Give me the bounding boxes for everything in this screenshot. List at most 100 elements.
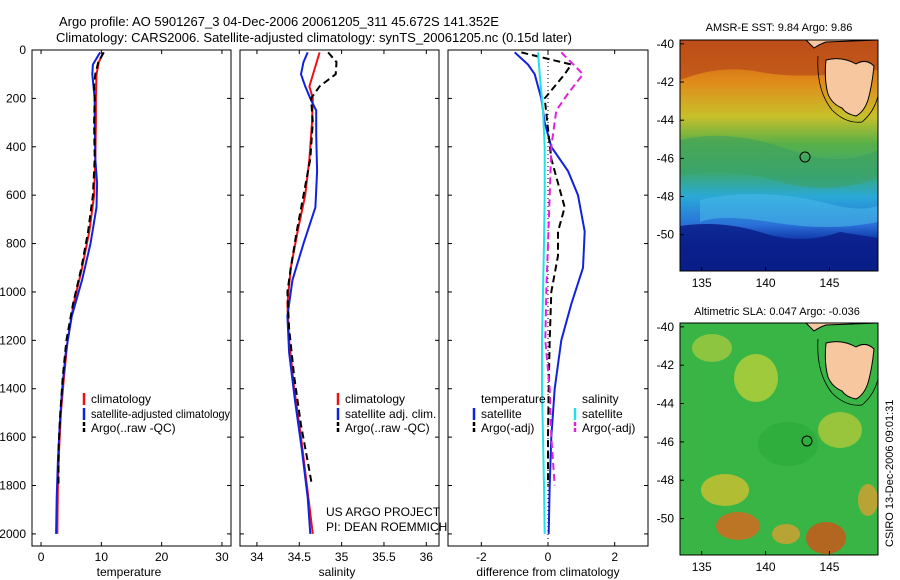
sla-float-marker [801,435,813,447]
difference-panel: -2 0 2 difference from climatology tempera… [447,49,649,579]
sst-map-frame [679,39,879,272]
sla-green-patch [758,422,818,466]
map-y-tick-label: -42 [657,75,675,89]
salinity-xticks: 34 34.5 35 35.5 36 [240,49,439,564]
map-x-tick-label: 145 [819,276,839,290]
map-y-tick-label: -46 [657,151,675,165]
series-line-argo-raw-qc [286,51,338,486]
y-tick-label: 800 [6,237,26,251]
series-line-argo-raw-qc [57,51,105,486]
x-tick-label: 35 [335,550,349,564]
map-y-tick-label: -40 [657,37,675,51]
y-tick-label: 400 [6,140,26,154]
y-tick-label: 600 [6,188,26,202]
sla-orange-patch [806,522,846,554]
salinity-xlabel: salinity [319,565,356,579]
sst-map-panel: AMSR-E SST: 9.84 Argo: 9.86 135 140 145 -40… [657,22,879,290]
temperature-yticks: 0 200 400 600 800 1000 1200 1400 1600 1800 2000 [0,43,26,541]
sla-map-title: Altimetric SLA: 0.047 Argo: -0.036 [694,306,860,318]
sla-yellow-patch [701,474,749,506]
x-tick-label: 10 [95,550,109,564]
mainland-coast [805,323,878,332]
salinity-axes-frame [239,49,440,547]
sla-orange-patch [772,524,800,544]
map-y-tick-label: -46 [657,435,675,449]
temperature-xlabel: temperature [97,565,162,579]
difference-xticks: -2 0 2 [448,49,648,564]
figure-title-line2: Climatology: CARS2006. Satellite-adjuste… [56,30,572,45]
map-x-tick-label: 140 [756,276,776,290]
sst-light-blue-patch [700,193,878,227]
sla-map-ticks: 135 140 145 -40 -42 -44 -46 -48 -50 [657,320,840,574]
x-tick-label: 35.5 [372,550,396,564]
x-tick-label: 34.5 [288,550,312,564]
map-x-tick-label: 135 [692,276,712,290]
salinity-legend: climatology satellite adj. clim. Argo(..… [336,392,436,435]
mainland-coast [805,40,878,49]
legend-label-satellite: satellite adj. clim. [345,407,436,421]
temperature-lines [55,51,105,534]
series-line-satellite-adj-clim [286,52,319,534]
map-y-tick-label: -50 [657,228,675,242]
x-tick-label: 20 [155,550,169,564]
difference-legend: temperature salinity satellite Argo(-adj… [472,392,635,435]
legend-label-sal-satellite: satellite [582,407,623,421]
temperature-xticks: 0 10 20 30 [32,49,231,564]
legend-label-temp-satellite: satellite [481,407,522,421]
legend-label-sal-argo: Argo(-adj) [582,421,635,435]
series-line-temperature-satellite [514,51,586,534]
x-tick-label: 30 [215,550,229,564]
map-y-tick-label: -50 [657,512,675,526]
sla-shelf-contour [817,338,878,406]
sla-map-frame [679,322,879,556]
tasmania-land [824,58,875,117]
temperature-panel: 0 200 400 600 800 1000 1200 1400 1600 1800 2000 0 1… [0,43,232,579]
map-y-tick-label: -48 [657,190,675,204]
difference-lines [514,51,586,534]
y-tick-label: 0 [19,43,26,57]
legend-header-salinity: salinity [582,392,619,406]
x-tick-label: 0 [545,550,552,564]
legend-label-argo: Argo(..raw -QC) [345,421,430,435]
y-tick-label: 2000 [0,527,26,541]
legend-label-satellite: satellite-adjusted climatology [91,407,230,421]
sst-map-title: AMSR-E SST: 9.84 Argo: 9.86 [706,22,853,34]
salinity-panel: 34 34.5 35 35.5 36 salinity climatology sate… [239,49,447,579]
map-x-tick-label: 135 [692,560,712,574]
y-tick-label: 200 [6,91,26,105]
sst-map-ticks: 135 140 145 -40 -42 -44 -46 -48 -50 [657,37,840,290]
tasmania-land [824,341,875,400]
pi-annotation: PI: DEAN ROEMMICH [326,520,447,534]
x-tick-label: 34 [250,550,264,564]
x-tick-label: -2 [476,550,487,564]
map-y-tick-label: -40 [657,320,675,334]
sla-yellow-patch [818,412,862,448]
temperature-axes-frame [31,49,232,547]
x-tick-label: 36 [420,550,434,564]
temperature-legend: climatology satellite-adjusted climatolo… [82,392,230,435]
sst-green-band [680,135,878,189]
csiro-timestamp: CSIRO 13-Dec-2006 09:01:31 [884,400,896,547]
sla-yellow-patch [692,334,732,362]
series-line-salinity-satellite [537,52,546,534]
salinity-lines [286,51,338,535]
map-x-tick-label: 145 [819,560,839,574]
legend-label-argo: Argo(..raw -QC) [91,421,176,435]
legend-label-climatology: climatology [91,392,151,406]
y-tick-label: 1400 [0,382,26,396]
legend-label-temp-argo: Argo(-adj) [481,421,534,435]
y-tick-label: 1200 [0,333,26,347]
y-tick-label: 1000 [0,285,26,299]
legend-label-climatology: climatology [345,392,405,406]
figure-title-line1: Argo profile: AO 5901267_3 04-Dec-2006 2… [59,14,499,29]
sst-float-marker [799,151,811,163]
y-tick-label: 1600 [0,430,26,444]
x-tick-label: 0 [38,550,45,564]
sla-orange-patch [858,484,878,516]
legend-header-temperature: temperature [481,392,546,406]
y-tick-label: 1800 [0,479,26,493]
map-y-tick-label: -42 [657,358,675,372]
difference-xlabel: difference from climatology [476,565,619,579]
map-y-tick-label: -44 [657,397,675,411]
sla-yellow-patch [734,354,778,402]
